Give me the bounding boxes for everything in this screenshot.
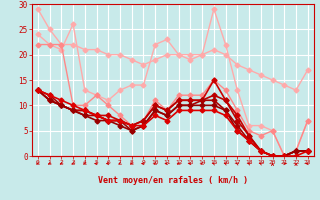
X-axis label: Vent moyen/en rafales ( km/h ): Vent moyen/en rafales ( km/h ) bbox=[98, 176, 248, 185]
